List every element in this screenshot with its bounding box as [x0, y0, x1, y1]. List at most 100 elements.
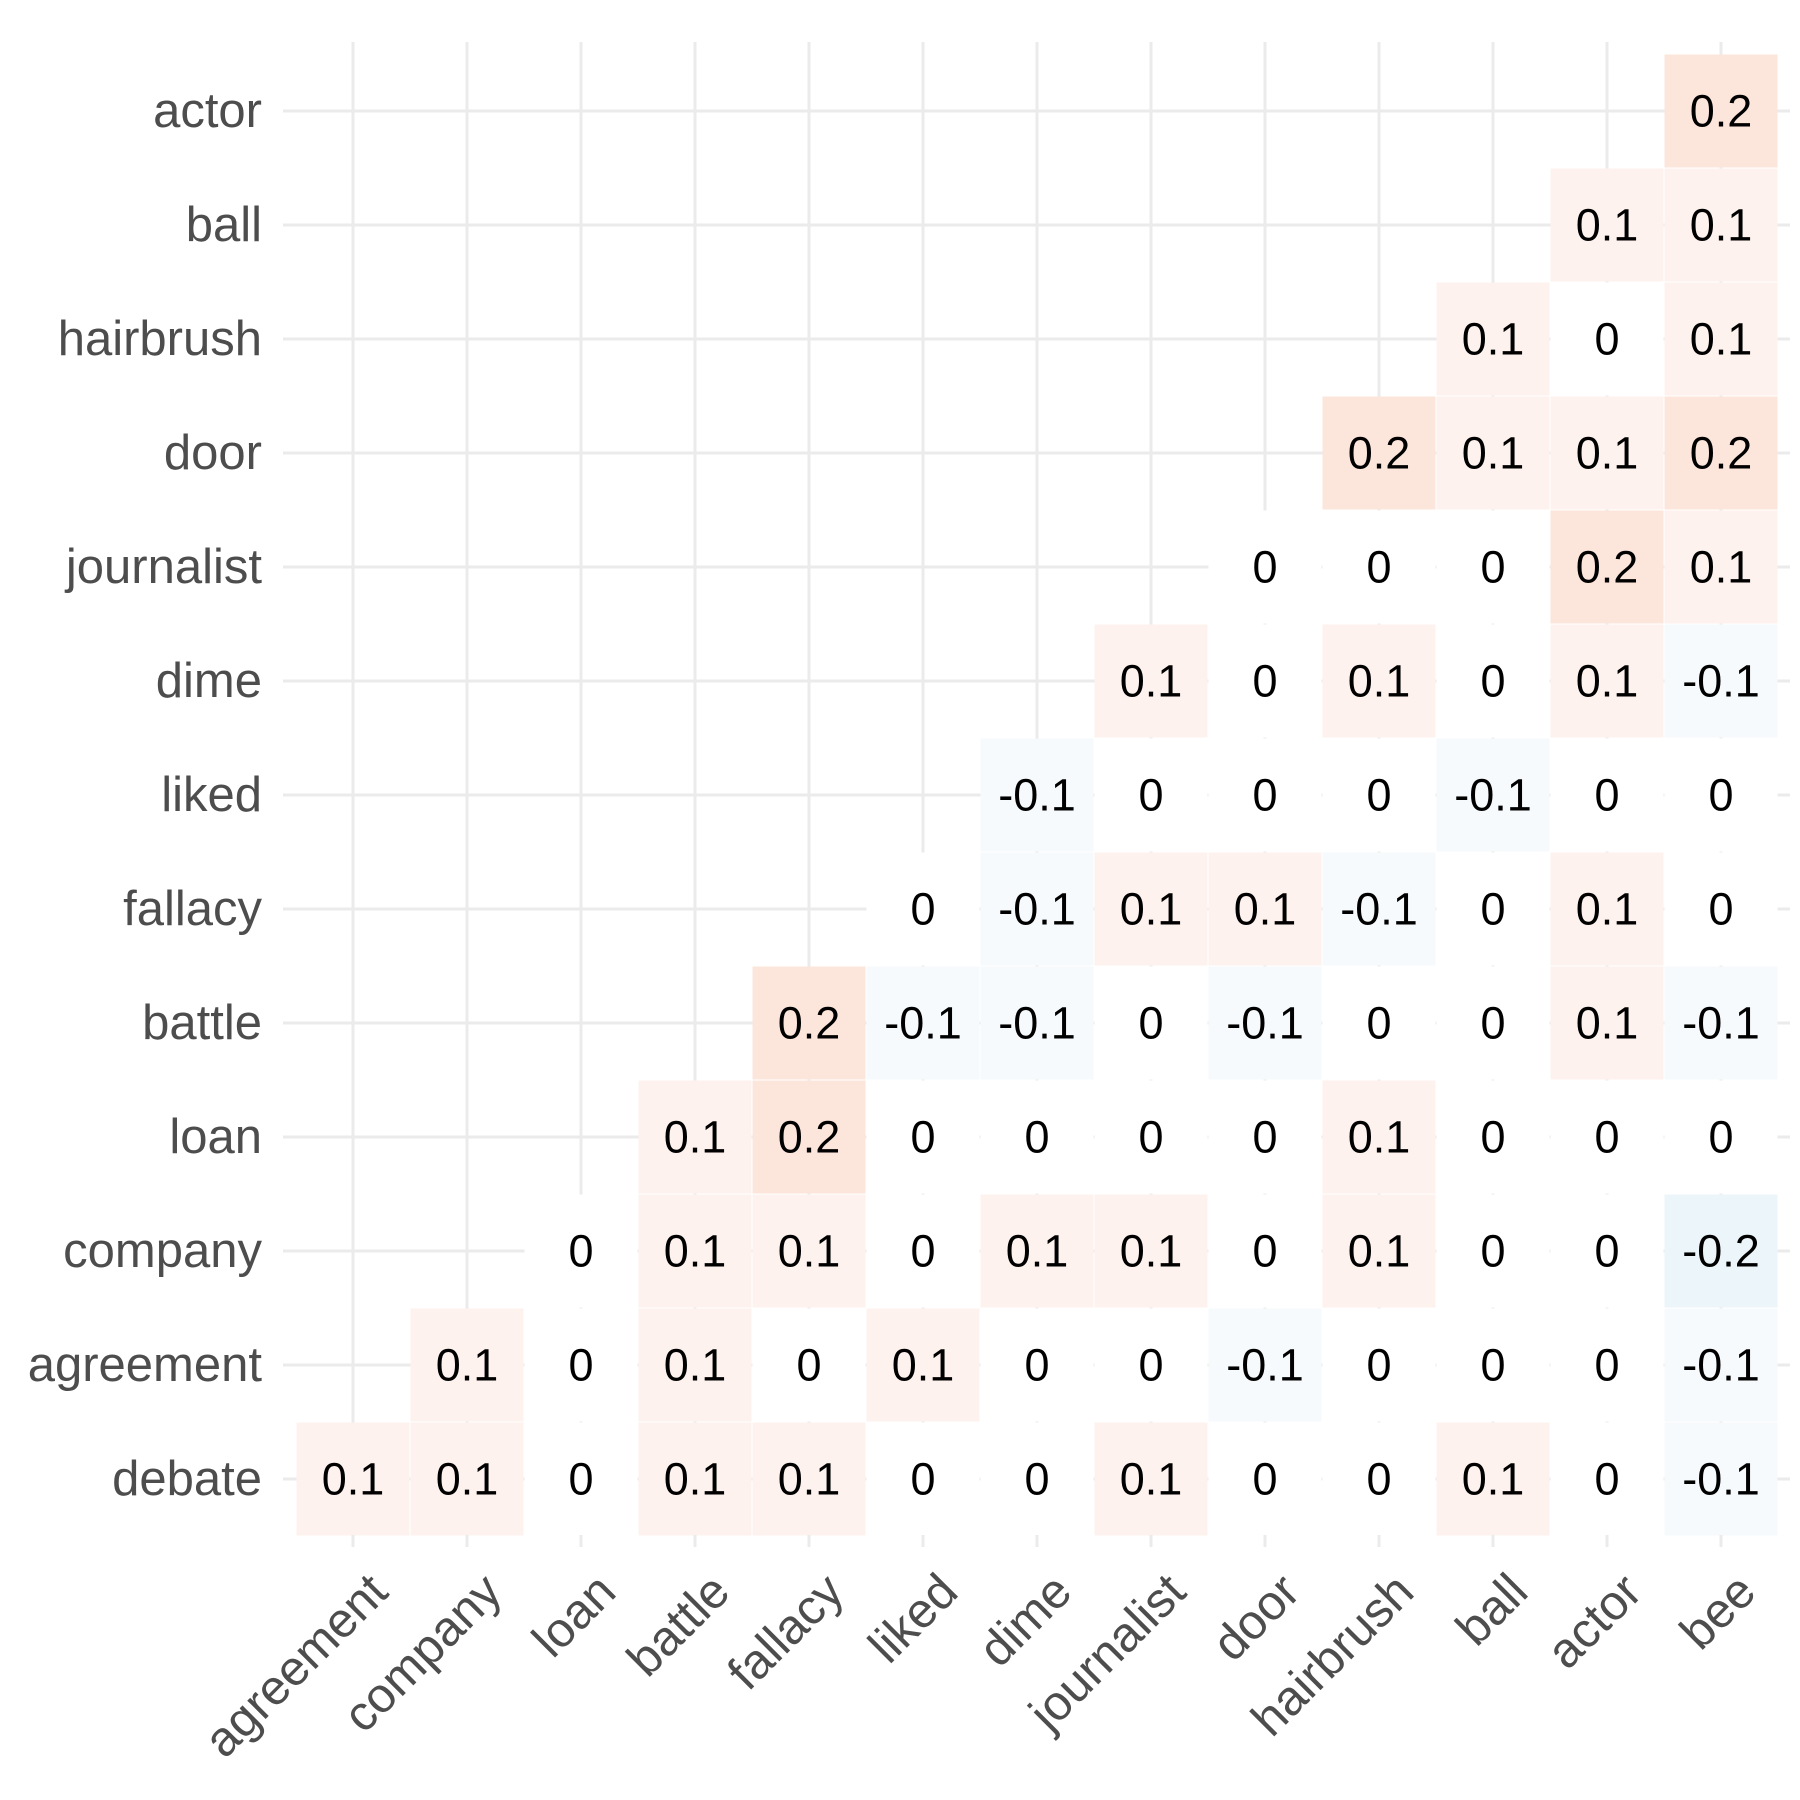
cell-value-agreement-journalist: 0: [1138, 1340, 1163, 1391]
cell-value-battle-door: -0.1: [1226, 998, 1304, 1049]
heatmap-cell-loan-door: [1208, 1080, 1322, 1194]
heatmap-cell-loan-fallacy: [752, 1080, 866, 1194]
heatmap-cell-company-dime: [980, 1194, 1094, 1308]
cell-value-loan-dime: 0: [1024, 1112, 1049, 1163]
heatmap-cell-liked-actor: [1550, 738, 1664, 852]
cell-value-liked-bee: 0: [1708, 770, 1733, 821]
heatmap-cell-journalist-actor: [1550, 510, 1664, 624]
cell-value-fallacy-journalist: 0.1: [1120, 884, 1183, 935]
cell-value-ball-actor: 0.1: [1576, 200, 1639, 251]
heatmap-cell-loan-hairbrush: [1322, 1080, 1436, 1194]
x-tick-label-loan: loan: [522, 1564, 626, 1668]
cell-value-journalist-hairbrush: 0: [1366, 542, 1391, 593]
heatmap-cell-loan-bee: [1664, 1080, 1778, 1194]
cell-value-hairbrush-ball: 0.1: [1462, 314, 1525, 365]
heatmap-cell-dime-actor: [1550, 624, 1664, 738]
cell-value-ball-bee: 0.1: [1690, 200, 1753, 251]
y-tick-label-agreement: agreement: [28, 1338, 263, 1392]
cell-value-loan-hairbrush: 0.1: [1348, 1112, 1411, 1163]
x-tick-label-actor: actor: [1537, 1564, 1652, 1679]
heatmap-cell-debate-bee: [1664, 1422, 1778, 1536]
y-tick-label-fallacy: fallacy: [123, 882, 262, 936]
cell-value-dime-door: 0: [1252, 656, 1277, 707]
cell-value-fallacy-bee: 0: [1708, 884, 1733, 935]
heatmap-cell-agreement-fallacy: [752, 1308, 866, 1422]
cell-value-door-actor: 0.1: [1576, 428, 1639, 479]
y-axis: debate agreement company loan battle fallacy l…: [28, 84, 263, 1506]
heatmap-cell-dime-hairbrush: [1322, 624, 1436, 738]
cell-value-debate-ball: 0.1: [1462, 1454, 1525, 1505]
heatmap-cell-company-liked: [866, 1194, 980, 1308]
cell-value-loan-fallacy: 0.2: [778, 1112, 841, 1163]
cell-value-battle-ball: 0: [1480, 998, 1505, 1049]
cell-value-door-ball: 0.1: [1462, 428, 1525, 479]
y-tick-label-journalist: journalist: [64, 540, 262, 594]
heatmap-cell-dime-ball: [1436, 624, 1550, 738]
cell-value-agreement-ball: 0: [1480, 1340, 1505, 1391]
heatmap-cell-actor-bee: [1664, 54, 1778, 168]
heatmap-cell-company-battle: [638, 1194, 752, 1308]
heatmap-cell-battle-bee: [1664, 966, 1778, 1080]
x-tick-label-bee: bee: [1670, 1564, 1766, 1660]
heatmap-cell-ball-bee: [1664, 168, 1778, 282]
cell-layer: [296, 54, 1778, 1536]
heatmap-cell-company-loan: [524, 1194, 638, 1308]
cell-value-agreement-battle: 0.1: [664, 1340, 727, 1391]
cell-value-battle-journalist: 0: [1138, 998, 1163, 1049]
cell-value-agreement-liked: 0.1: [892, 1340, 955, 1391]
cell-value-loan-ball: 0: [1480, 1112, 1505, 1163]
heatmap-cell-hairbrush-ball: [1436, 282, 1550, 396]
heatmap-cell-debate-ball: [1436, 1422, 1550, 1536]
heatmap-cell-company-journalist: [1094, 1194, 1208, 1308]
heatmap-cell-battle-liked: [866, 966, 980, 1080]
heatmap-cell-journalist-ball: [1436, 510, 1550, 624]
cell-value-liked-door: 0: [1252, 770, 1277, 821]
heatmap-cell-loan-dime: [980, 1080, 1094, 1194]
heatmap-cell-hairbrush-actor: [1550, 282, 1664, 396]
heatmap-cell-liked-dime: [980, 738, 1094, 852]
heatmap-cell-battle-journalist: [1094, 966, 1208, 1080]
cell-value-debate-fallacy: 0.1: [778, 1454, 841, 1505]
heatmap-cell-debate-loan: [524, 1422, 638, 1536]
heatmap-cell-company-ball: [1436, 1194, 1550, 1308]
heatmap-cell-debate-company: [410, 1422, 524, 1536]
cell-value-loan-battle: 0.1: [664, 1112, 727, 1163]
cell-value-fallacy-door: 0.1: [1234, 884, 1297, 935]
cell-value-company-journalist: 0.1: [1120, 1226, 1183, 1277]
heatmap-cell-fallacy-dime: [980, 852, 1094, 966]
y-tick-label-ball: ball: [186, 198, 262, 252]
heatmap-cell-debate-battle: [638, 1422, 752, 1536]
cell-value-fallacy-actor: 0.1: [1576, 884, 1639, 935]
heatmap-cell-fallacy-ball: [1436, 852, 1550, 966]
cell-value-door-hairbrush: 0.2: [1348, 428, 1411, 479]
cell-value-debate-liked: 0: [910, 1454, 935, 1505]
heatmap-cell-battle-fallacy: [752, 966, 866, 1080]
cell-value-liked-ball: -0.1: [1454, 770, 1532, 821]
cell-value-liked-hairbrush: 0: [1366, 770, 1391, 821]
heatmap-cell-battle-hairbrush: [1322, 966, 1436, 1080]
cell-value-battle-bee: -0.1: [1682, 998, 1760, 1049]
cell-value-debate-door: 0: [1252, 1454, 1277, 1505]
heatmap-cell-agreement-hairbrush: [1322, 1308, 1436, 1422]
heatmap-cell-debate-actor: [1550, 1422, 1664, 1536]
heatmap-cell-door-actor: [1550, 396, 1664, 510]
cell-value-fallacy-dime: -0.1: [998, 884, 1076, 935]
heatmap-cell-fallacy-journalist: [1094, 852, 1208, 966]
heatmap-cell-debate-fallacy: [752, 1422, 866, 1536]
heatmap-cell-agreement-door: [1208, 1308, 1322, 1422]
heatmap-cell-battle-dime: [980, 966, 1094, 1080]
y-tick-label-battle: battle: [142, 996, 262, 1050]
cell-value-liked-actor: 0: [1594, 770, 1619, 821]
x-tick-label-battle: battle: [617, 1564, 740, 1687]
heatmap-cell-debate-journalist: [1094, 1422, 1208, 1536]
y-tick-label-door: door: [164, 426, 262, 480]
cell-value-agreement-actor: 0: [1594, 1340, 1619, 1391]
heatmap-cell-fallacy-hairbrush: [1322, 852, 1436, 966]
heatmap-cell-debate-liked: [866, 1422, 980, 1536]
cell-value-battle-dime: -0.1: [998, 998, 1076, 1049]
heatmap-cell-liked-ball: [1436, 738, 1550, 852]
cell-value-agreement-loan: 0: [568, 1340, 593, 1391]
cell-value-agreement-door: -0.1: [1226, 1340, 1304, 1391]
